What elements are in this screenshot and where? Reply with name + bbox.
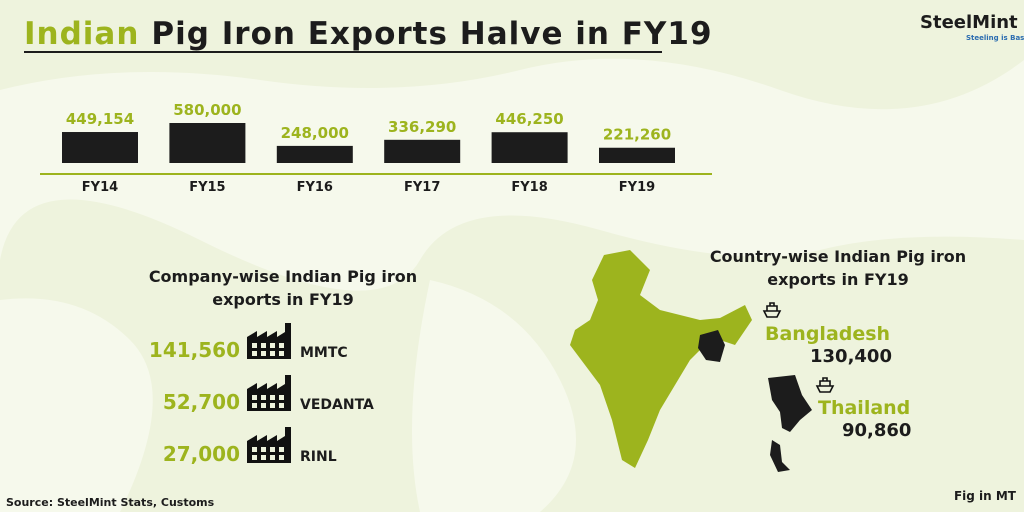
title-rest: Pig Iron Exports Halve in FY19 <box>151 16 712 52</box>
country-name: Bangladesh <box>765 323 890 345</box>
company-title: exports in FY19 <box>212 290 353 309</box>
x-tick-label: FY18 <box>511 180 547 195</box>
bar <box>491 132 568 163</box>
bar <box>384 139 461 163</box>
value-label: 580,000 <box>173 101 241 119</box>
value-label: 446,250 <box>495 110 563 128</box>
title-highlight: Indian <box>24 16 139 52</box>
x-tick-label: FY17 <box>404 180 440 195</box>
company-name: RINL <box>300 449 337 465</box>
india-map <box>570 250 752 468</box>
x-tick-label: FY16 <box>297 180 333 195</box>
company-name: MMTC <box>300 345 348 361</box>
unit-note: Fig in MT <box>954 489 1017 503</box>
value-label: 248,000 <box>281 124 349 142</box>
bangladesh-map <box>698 330 725 362</box>
company-section: Company-wise Indian Pig iron exports in … <box>149 267 417 466</box>
x-tick-label: FY14 <box>82 180 118 195</box>
bar <box>599 147 675 163</box>
value-label: 336,290 <box>388 118 456 136</box>
logo-tagline: Steeling is Basic <box>966 34 1024 42</box>
country-name: Thailand <box>818 397 910 419</box>
company-amount: 27,000 <box>163 442 240 466</box>
country-amount: 90,860 <box>842 420 911 441</box>
bar <box>276 145 353 163</box>
thailand-map <box>768 375 812 472</box>
company-title: Company-wise Indian Pig iron <box>149 267 417 286</box>
company-amount: 52,700 <box>163 390 240 414</box>
source: Source: SteelMint Stats, Customs <box>6 496 215 509</box>
country-title: Country-wise Indian Pig iron <box>710 247 966 266</box>
bar <box>169 123 246 163</box>
x-tick-label: FY15 <box>189 180 225 195</box>
x-tick-label: FY19 <box>619 180 655 195</box>
country-amount: 130,400 <box>810 346 892 367</box>
country-title: exports in FY19 <box>767 270 908 289</box>
logo-name: SteelMint <box>920 12 1018 33</box>
company-name: VEDANTA <box>300 397 374 413</box>
value-label: 449,154 <box>66 110 134 128</box>
title: Indian Pig Iron Exports Halve in FY19 <box>24 16 713 52</box>
country-section: Country-wise Indian Pig iron exports in … <box>710 247 966 441</box>
company-amount: 141,560 <box>149 338 240 362</box>
bar <box>62 132 138 163</box>
value-label: 221,260 <box>603 126 671 144</box>
